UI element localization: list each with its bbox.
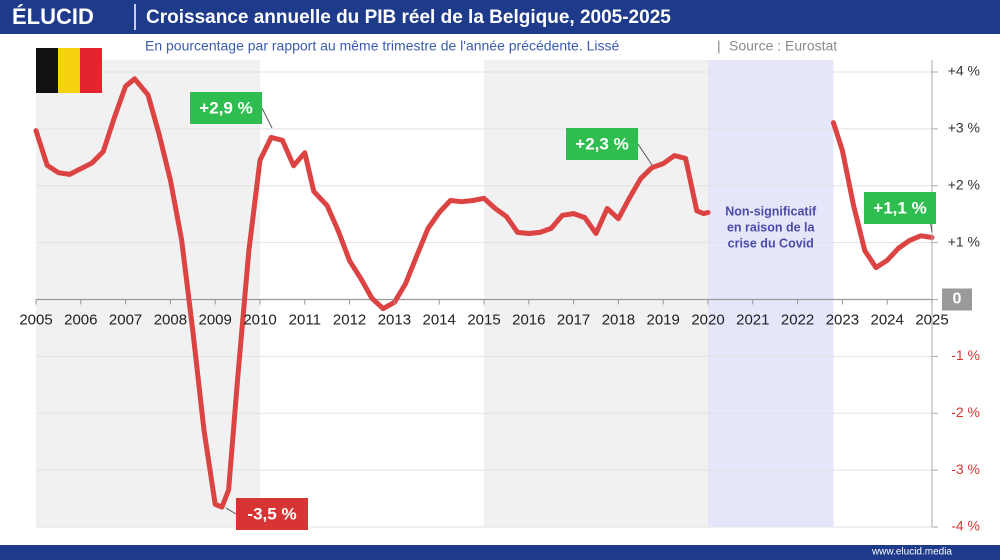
y-tick-label: 0 (953, 291, 962, 308)
x-tick-label: 2008 (154, 311, 187, 328)
annotation-leader (261, 107, 273, 129)
subtitle: En pourcentage par rapport au même trime… (145, 38, 619, 54)
y-tick-label: -4 % (951, 518, 980, 534)
y-tick-label: +4 % (948, 63, 980, 79)
annotation-box (236, 498, 308, 530)
x-tick-label: 2023 (826, 311, 859, 328)
x-tick-label: 2012 (333, 311, 366, 328)
x-tick-label: 2009 (199, 311, 232, 328)
source: Source : Eurostat (729, 38, 837, 54)
x-tick-label: 2015 (467, 311, 500, 328)
x-tick-label: 2022 (781, 311, 814, 328)
data-line (33, 76, 935, 510)
annotation-label: +2,9 % (199, 98, 252, 117)
annotation-leader (225, 507, 237, 515)
y-tick-label: +3 % (948, 120, 980, 136)
x-tick-label: 2025 (915, 311, 948, 328)
y-tick-label: -2 % (951, 404, 980, 420)
y-tick-label: +2 % (948, 176, 980, 192)
x-tick-label: 2014 (423, 311, 456, 328)
annotation-leader (637, 143, 653, 166)
logo: ÉLUCID (12, 4, 94, 29)
y-tick-label: +1 % (948, 233, 980, 249)
x-tick-label: 2005 (19, 311, 52, 328)
x-tick-label: 2006 (64, 311, 97, 328)
covid-note: en raison de la (727, 220, 816, 234)
annotation-box (566, 128, 638, 160)
zero-label-box (942, 288, 972, 311)
annotation-label: +1,1 % (873, 198, 926, 217)
annotation-box (190, 92, 262, 124)
x-tick-label: 2007 (109, 311, 142, 328)
shaded-band (36, 60, 260, 527)
x-tick-label: 2021 (736, 311, 769, 328)
y-tick-label: -1 % (951, 347, 980, 363)
x-tick-label: 2013 (378, 311, 411, 328)
annotation-label: -3,5 % (247, 504, 296, 523)
chart-title: Croissance annuelle du PIB réel de la Be… (146, 7, 671, 28)
x-tick-label: 2018 (602, 311, 635, 328)
covid-note: Non-significatif (725, 204, 817, 218)
shaded-band (708, 60, 834, 527)
annotation-box (864, 192, 936, 224)
covid-note: crise du Covid (728, 236, 814, 250)
x-tick-label: 2016 (512, 311, 545, 328)
x-tick-label: 2020 (691, 311, 724, 328)
header-band (0, 0, 1000, 34)
annotation-label: +2,3 % (575, 134, 628, 153)
x-tick-label: 2017 (557, 311, 590, 328)
x-tick-label: 2019 (647, 311, 680, 328)
flag (36, 48, 102, 93)
footer-band (0, 545, 1000, 560)
x-tick-label: 2010 (243, 311, 276, 328)
footer: www.elucid.media (871, 547, 952, 558)
separator: | (717, 38, 721, 54)
y-tick-label: -3 % (951, 461, 980, 477)
x-tick-label: 2011 (289, 311, 321, 328)
x-tick-label: 2024 (871, 311, 904, 328)
